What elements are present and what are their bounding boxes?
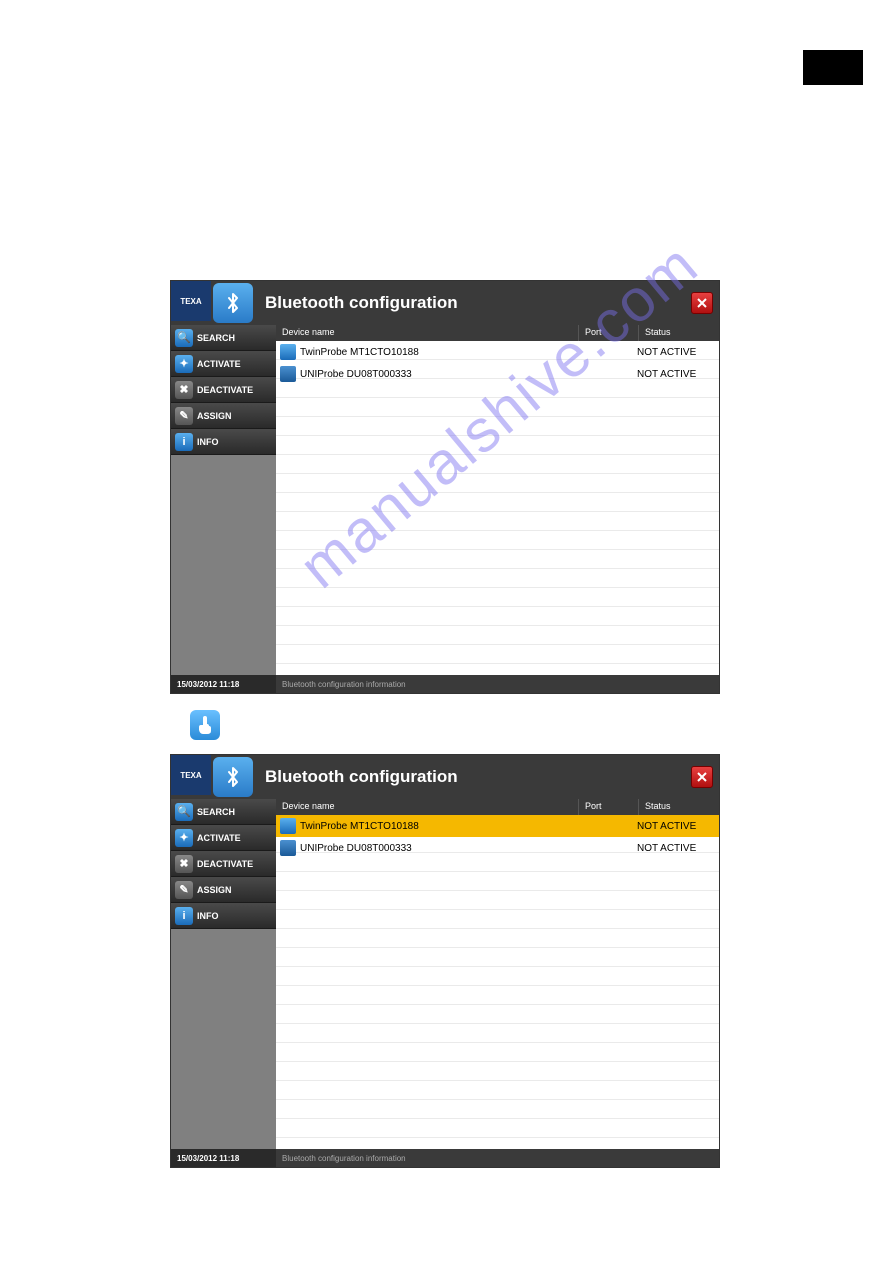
- sidebar-item-label: INFO: [197, 911, 219, 921]
- sidebar-item-label: ASSIGN: [197, 411, 232, 421]
- status-bar: 15/03/2012 11:18 Bluetooth configuration…: [171, 1149, 719, 1167]
- sidebar-item-label: DEACTIVATE: [197, 859, 253, 869]
- bluetooth-icon: [213, 283, 253, 323]
- col-status: Status: [639, 325, 719, 341]
- sidebar-item-label: SEARCH: [197, 333, 235, 343]
- device-name: UNIProbe DU08T000333: [300, 843, 577, 854]
- device-row-selected[interactable]: TwinProbe MT1CTO10188 NOT ACTIVE: [276, 815, 719, 837]
- device-row[interactable]: TwinProbe MT1CTO10188 NOT ACTIVE: [276, 341, 719, 363]
- texa-logo: TEXA: [171, 755, 211, 795]
- bluetooth-config-window: TEXA Bluetooth configuration 🔍 SEARCH ✦ AC…: [170, 280, 720, 694]
- col-port: Port: [579, 325, 639, 341]
- title-bar: TEXA Bluetooth configuration: [171, 755, 719, 799]
- bluetooth-icon: [213, 757, 253, 797]
- device-status: NOT ACTIVE: [637, 347, 715, 358]
- sidebar-activate[interactable]: ✦ ACTIVATE: [171, 825, 276, 851]
- sidebar: 🔍 SEARCH ✦ ACTIVATE ✖ DEACTIVATE ✎ ASSIGN iI…: [171, 325, 276, 675]
- device-list: TwinProbe MT1CTO10188 NOT ACTIVE UNIProb…: [276, 341, 719, 675]
- tap-instruction: [190, 710, 723, 740]
- info-icon: i: [175, 433, 193, 451]
- table-header: Device name Port Status: [276, 799, 719, 815]
- sidebar-deactivate[interactable]: ✖ DEACTIVATE: [171, 851, 276, 877]
- sidebar-search[interactable]: 🔍 SEARCH: [171, 325, 276, 351]
- status-message: Bluetooth configuration information: [276, 1154, 412, 1163]
- sidebar-item-label: DEACTIVATE: [197, 385, 253, 395]
- title-bar: TEXA Bluetooth configuration: [171, 281, 719, 325]
- assign-icon: ✎: [175, 881, 193, 899]
- sidebar-deactivate[interactable]: ✖ DEACTIVATE: [171, 377, 276, 403]
- assign-icon: ✎: [175, 407, 193, 425]
- tap-icon: [190, 710, 220, 740]
- search-icon: 🔍: [175, 803, 193, 821]
- bluetooth-config-window-selected: TEXA Bluetooth configuration 🔍 SEARCH ✦ AC…: [170, 754, 720, 1168]
- device-list: TwinProbe MT1CTO10188 NOT ACTIVE UNIProb…: [276, 815, 719, 1149]
- sidebar-info[interactable]: i INFO: [171, 903, 276, 929]
- deactivate-icon: ✖: [175, 381, 193, 399]
- sidebar-item-label: INFO: [197, 437, 219, 447]
- sidebar-activate[interactable]: ✦ ACTIVATE: [171, 351, 276, 377]
- device-icon: [280, 840, 296, 856]
- window-title: Bluetooth configuration: [265, 293, 458, 313]
- device-status: NOT ACTIVE: [637, 369, 715, 380]
- device-panel: Device name Port Status TwinProbe MT1CTO…: [276, 325, 719, 675]
- sidebar-assign[interactable]: ✎ ASSIGN: [171, 403, 276, 429]
- search-icon: 🔍: [175, 329, 193, 347]
- deactivate-icon: ✖: [175, 855, 193, 873]
- sidebar-assign[interactable]: ✎ ASSIGN: [171, 877, 276, 903]
- device-name: TwinProbe MT1CTO10188: [300, 347, 577, 358]
- device-status: NOT ACTIVE: [637, 843, 715, 854]
- device-status: NOT ACTIVE: [637, 821, 715, 832]
- device-name: UNIProbe DU08T000333: [300, 369, 577, 380]
- info-icon: i: [175, 907, 193, 925]
- window-title: Bluetooth configuration: [265, 767, 458, 787]
- activate-icon: ✦: [175, 829, 193, 847]
- sidebar-item-label: ASSIGN: [197, 885, 232, 895]
- page-container: TEXA Bluetooth configuration 🔍 SEARCH ✦ AC…: [0, 0, 893, 1264]
- device-row[interactable]: UNIProbe DU08T000333 NOT ACTIVE: [276, 363, 719, 385]
- status-timestamp: 15/03/2012 11:18: [171, 675, 276, 693]
- col-device-name: Device name: [276, 799, 579, 815]
- sidebar-search[interactable]: 🔍 SEARCH: [171, 799, 276, 825]
- device-name: TwinProbe MT1CTO10188: [300, 821, 577, 832]
- close-button[interactable]: [691, 292, 713, 314]
- status-timestamp: 15/03/2012 11:18: [171, 1149, 276, 1167]
- status-message: Bluetooth configuration information: [276, 680, 412, 689]
- close-button[interactable]: [691, 766, 713, 788]
- col-port: Port: [579, 799, 639, 815]
- sidebar-item-label: ACTIVATE: [197, 359, 241, 369]
- device-row[interactable]: UNIProbe DU08T000333 NOT ACTIVE: [276, 837, 719, 859]
- device-icon: [280, 344, 296, 360]
- table-header: Device name Port Status: [276, 325, 719, 341]
- device-icon: [280, 818, 296, 834]
- texa-logo: TEXA: [171, 281, 211, 321]
- col-device-name: Device name: [276, 325, 579, 341]
- black-corner-block: [803, 50, 863, 85]
- activate-icon: ✦: [175, 355, 193, 373]
- sidebar-item-label: ACTIVATE: [197, 833, 241, 843]
- status-bar: 15/03/2012 11:18 Bluetooth configuration…: [171, 675, 719, 693]
- device-icon: [280, 366, 296, 382]
- device-panel: Device name Port Status TwinProbe MT1CTO…: [276, 799, 719, 1149]
- sidebar: 🔍 SEARCH ✦ ACTIVATE ✖ DEACTIVATE ✎ ASSIGN iI…: [171, 799, 276, 1149]
- sidebar-info[interactable]: i INFO: [171, 429, 276, 455]
- col-status: Status: [639, 799, 719, 815]
- sidebar-item-label: SEARCH: [197, 807, 235, 817]
